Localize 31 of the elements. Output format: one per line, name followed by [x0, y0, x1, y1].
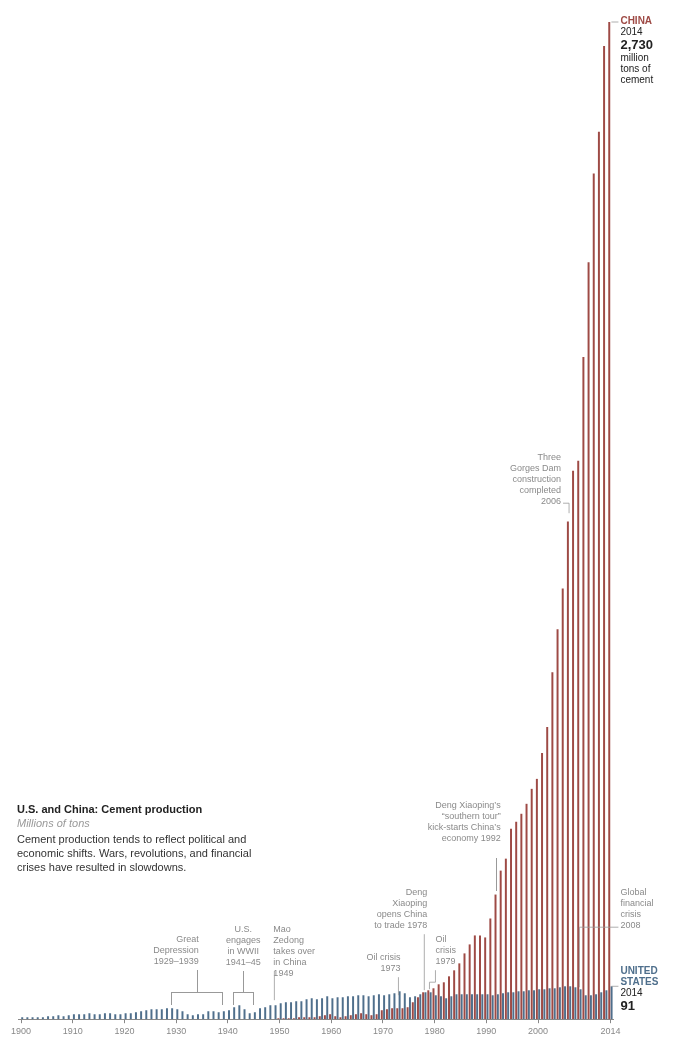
annotation: Cement production tends to reflect political and economic shifts. Wars, revolutions, and financial crises have resulted in slowdowns.	[17, 832, 252, 873]
series-label: CHINA	[620, 14, 653, 26]
x-tick-label: 1910	[62, 1026, 83, 1037]
x-tick-label: 1900	[11, 1026, 32, 1037]
x-tick-label: 1950	[269, 1026, 290, 1037]
annotation: Mao Zedong takes over in China 1949	[273, 924, 315, 979]
annotation: Great Depression 1929–1939	[153, 934, 200, 967]
x-tick-label: 1990	[476, 1026, 497, 1037]
annotation: 2014	[620, 25, 644, 37]
x-tick-label: 1970	[372, 1026, 393, 1037]
annotation: U.S. engages in WWII 1941–45	[225, 924, 262, 968]
annotation: 91	[620, 998, 635, 1014]
annotation: 2,730	[620, 37, 653, 53]
text: Global financial crisis 2008	[620, 887, 654, 931]
x-tick-label: 2014	[600, 1026, 621, 1037]
text: Millions of tons	[17, 816, 91, 829]
annotation: Oil crisis 1973	[366, 952, 401, 974]
x-tick-label: 1940	[217, 1026, 238, 1037]
annotation: 2014	[620, 987, 644, 999]
annotation: Deng Xiaoping opens China to trade 1978	[374, 887, 428, 931]
annotation: Three Gorges Dam construction completed 2006	[510, 452, 562, 507]
x-tick-label: 1960	[321, 1026, 342, 1037]
text: million tons of cement	[620, 51, 654, 85]
text: U.S. and China: Cement production	[17, 802, 203, 815]
x-tick-label: 1930	[166, 1026, 187, 1037]
annotation: Oil crisis 1979	[435, 934, 457, 967]
x-tick-label: 1920	[114, 1026, 135, 1037]
x-tick-label: 1980	[424, 1026, 445, 1037]
annotation: Deng Xiaoping’s “southern tour” kick-starts China’s economy 1992	[427, 800, 502, 844]
x-tick-label: 2000	[528, 1026, 549, 1037]
series-label: UNITED STATES	[620, 965, 659, 988]
